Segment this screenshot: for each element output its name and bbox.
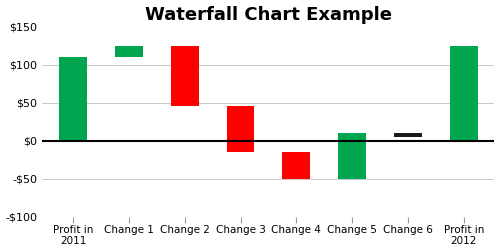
Bar (282, 152, 310, 178)
Bar (115, 46, 143, 57)
Bar (338, 133, 366, 178)
Bar (226, 106, 254, 152)
Bar (171, 46, 198, 106)
Bar (450, 46, 477, 141)
Bar (394, 133, 422, 137)
Bar (59, 57, 87, 141)
Title: Waterfall Chart Example: Waterfall Chart Example (145, 6, 392, 23)
